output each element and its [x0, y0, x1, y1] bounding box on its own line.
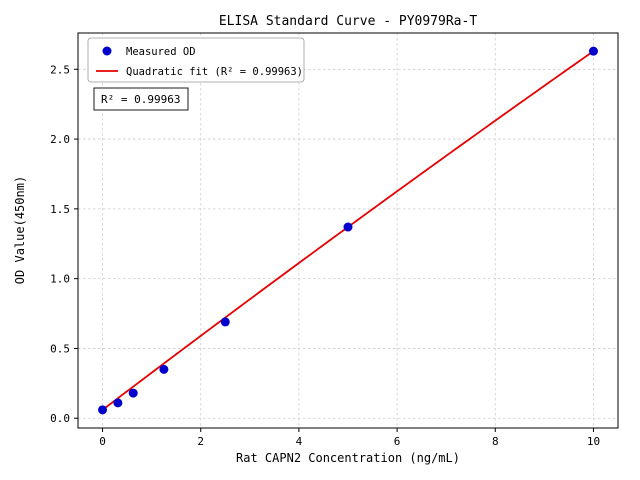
measured-od-point [128, 388, 138, 398]
x-tick-label: 8 [492, 435, 499, 448]
chart-title: ELISA Standard Curve - PY0979Ra-T [219, 14, 477, 29]
gridlines [78, 33, 618, 428]
y-axis-label: OD Value(450nm) [13, 176, 27, 284]
x-tick-label: 0 [99, 435, 106, 448]
x-tick-label: 4 [296, 435, 303, 448]
y-tick-label: 1.0 [50, 273, 70, 286]
measured-od-point [343, 222, 353, 232]
r-squared-annotation-frame [93, 87, 189, 111]
legend-marker-measured-od-icon [102, 46, 112, 56]
plot-area-border [77, 32, 619, 429]
x-tick-label: 6 [394, 435, 401, 448]
x-axis-label: Rat CAPN2 Concentration (ng/mL) [236, 451, 460, 465]
legend-label-quadratic-fit: Quadratic fit (R² = 0.99963) [126, 66, 303, 78]
y-tick-label: 0.0 [50, 412, 70, 425]
r-squared-annotation-label: R² = 0.99963 [101, 93, 180, 106]
y-tick-label: 1.5 [50, 203, 70, 216]
measured-od-point [220, 317, 230, 327]
measured-od-point [113, 398, 123, 408]
measured-od-point [588, 46, 598, 56]
x-tick-label: 10 [587, 435, 600, 448]
y-tick-label: 0.5 [50, 342, 70, 355]
r-squared-annotation: R² = 0.99963 [93, 87, 189, 111]
x-tick-label: 2 [197, 435, 204, 448]
legend-label-measured-od: Measured OD [126, 46, 196, 58]
y-tick-label: 2.5 [50, 63, 70, 76]
measured-od-point [159, 364, 169, 374]
y-tick-label: 2.0 [50, 133, 70, 146]
measured-od-point [98, 405, 108, 415]
legend: Measured OD Quadratic fit (R² = 0.99963) [87, 37, 305, 83]
legend-frame [87, 37, 305, 83]
data-series [98, 46, 598, 415]
axis-ticks: 0 2 4 6 8 10 0.0 0.5 1.0 1.5 2.0 2.5 [50, 63, 600, 448]
